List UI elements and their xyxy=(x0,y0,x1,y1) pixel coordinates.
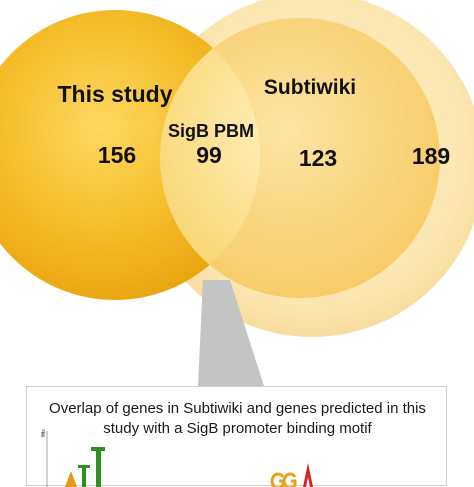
logo-letter-g-2 xyxy=(282,472,297,487)
motif-caption: Overlap of genes in Subtiwiki and genes … xyxy=(49,400,426,437)
this-study-label: This study xyxy=(57,81,172,107)
logo-letter-a xyxy=(65,471,77,487)
callout-wedge xyxy=(198,280,264,386)
subtiwiki-outer-count: 189 xyxy=(412,143,450,169)
venn-diagram: This study 156 SigB PBM 99 Subtiwiki 123… xyxy=(0,0,474,386)
this-study-count: 156 xyxy=(98,142,136,168)
motif-axis-tick: 2 xyxy=(41,432,44,438)
motif-caption-panel: Overlap of genes in Subtiwiki and genes … xyxy=(26,386,447,487)
logo-letter-g-1 xyxy=(270,472,285,487)
intersection-count: 99 xyxy=(196,142,222,168)
subtiwiki-label: Subtiwiki xyxy=(264,76,356,99)
logo-letter-a-red xyxy=(303,463,313,487)
logo-letter-t-2 xyxy=(91,447,105,487)
sequence-logo xyxy=(46,431,313,487)
intersection-label: SigB PBM xyxy=(168,121,254,141)
intersection-lens xyxy=(160,18,260,298)
subtiwiki-inner-count: 123 xyxy=(299,145,337,171)
logo-letter-t-1 xyxy=(78,465,90,487)
